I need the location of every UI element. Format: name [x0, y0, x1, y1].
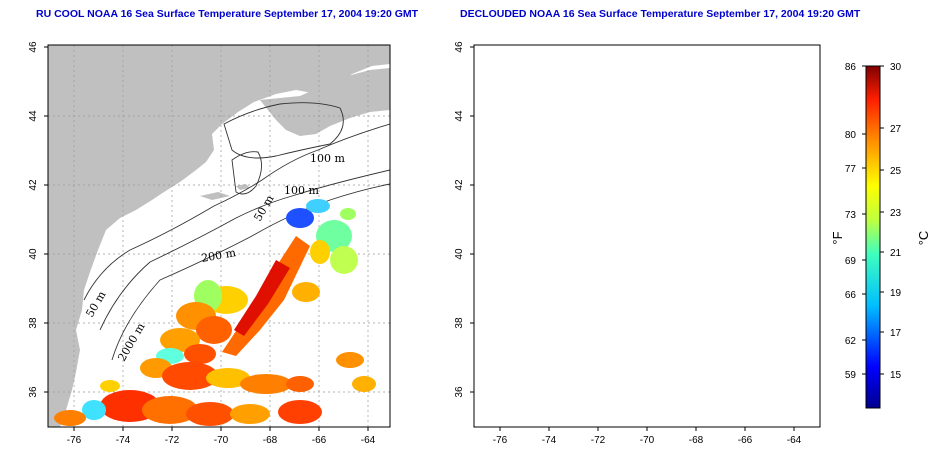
left-lat-tick: 44 — [28, 110, 39, 122]
celsius-tick: 25 — [890, 166, 902, 177]
isobath-label-100m-south: 100 m — [284, 184, 319, 197]
right-lon-tick: -74 — [542, 435, 557, 446]
fahrenheit-tick: 86 — [845, 62, 857, 73]
left-lat-tick: 38 — [28, 317, 39, 329]
left-lon-tick: -70 — [214, 435, 229, 446]
fahrenheit-tick: 80 — [845, 130, 857, 141]
left-lon-tick: -64 — [361, 435, 376, 446]
right-map-ticks — [470, 46, 795, 431]
isobath-label-200m: 200 m — [200, 246, 237, 265]
fahrenheit-unit-label: °F — [830, 231, 845, 244]
left-lat-tick: 40 — [28, 248, 39, 260]
fahrenheit-tick: 59 — [845, 370, 857, 381]
left-lon-tick: -76 — [67, 435, 82, 446]
celsius-tick: 21 — [890, 248, 902, 259]
right-lon-tick: -76 — [493, 435, 508, 446]
celsius-tick: 27 — [890, 124, 902, 135]
right-map-panel: -76 -74 -72 -70 -68 -66 -64 36 38 40 42 … — [454, 41, 821, 446]
left-lat-tick: 42 — [28, 179, 39, 191]
left-lat-tick: 36 — [28, 386, 39, 398]
isobath-contours — [83, 102, 390, 361]
right-lat-tick: 46 — [454, 41, 465, 53]
celsius-tick: 23 — [890, 208, 902, 219]
right-lat-tick: 44 — [454, 110, 465, 122]
left-lon-tick: -72 — [165, 435, 180, 446]
right-lat-tick: 42 — [454, 179, 465, 191]
left-map-panel: 100 m 100 m 50 m 200 m 50 m 2000 m — [28, 41, 391, 446]
color-bar: 86 80 77 73 69 66 62 59 30 27 25 23 21 1… — [830, 62, 931, 409]
right-lat-tick: 36 — [454, 386, 465, 398]
land-mass — [48, 45, 390, 427]
right-map-title: DECLOUDED NOAA 16 Sea Surface Temperatur… — [460, 8, 861, 20]
right-lat-tick: 38 — [454, 317, 465, 329]
left-lon-tick: -66 — [312, 435, 327, 446]
right-lon-tick: -70 — [640, 435, 655, 446]
isobath-label-100m-north: 100 m — [310, 152, 345, 165]
right-lon-tick: -64 — [787, 435, 802, 446]
celsius-tick: 30 — [890, 62, 902, 73]
left-lon-tick: -74 — [116, 435, 131, 446]
right-lon-tick: -72 — [591, 435, 606, 446]
celsius-unit-label: °C — [916, 231, 931, 246]
right-lat-tick: 40 — [454, 248, 465, 260]
fahrenheit-tick: 62 — [845, 336, 857, 347]
fahrenheit-tick: 66 — [845, 290, 857, 301]
left-map-title: RU COOL NOAA 16 Sea Surface Temperature … — [36, 8, 419, 20]
celsius-tick: 17 — [890, 328, 902, 339]
right-lon-tick: -66 — [738, 435, 753, 446]
celsius-tick: 15 — [890, 370, 902, 381]
right-lon-tick: -68 — [689, 435, 704, 446]
left-map-ticks — [44, 46, 369, 431]
sst-data-left — [54, 199, 376, 426]
fahrenheit-tick: 73 — [845, 210, 857, 221]
fahrenheit-tick: 69 — [845, 256, 857, 267]
left-lat-tick: 46 — [28, 41, 39, 53]
fahrenheit-tick: 77 — [845, 164, 857, 175]
left-lon-tick: -68 — [263, 435, 278, 446]
celsius-tick: 19 — [890, 288, 902, 299]
